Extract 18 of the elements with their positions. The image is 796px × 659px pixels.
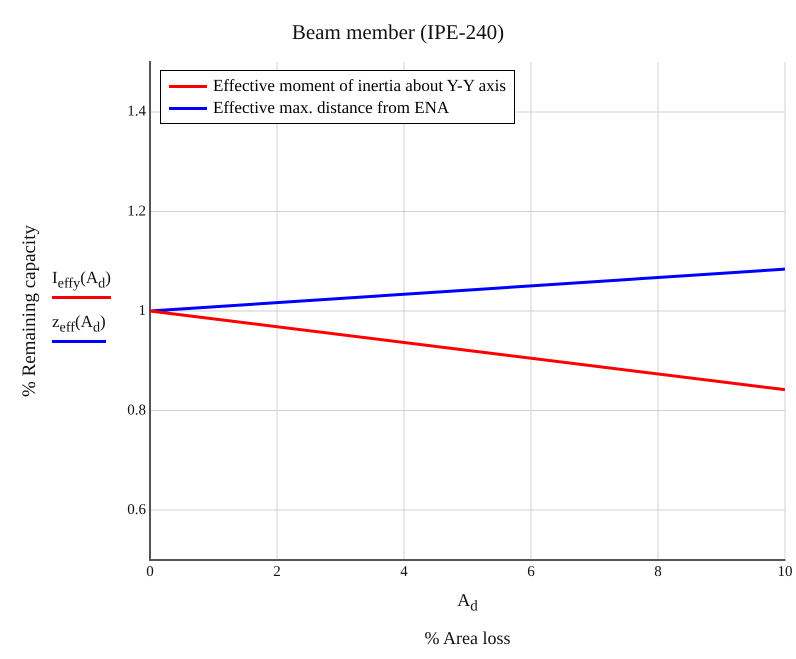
x-tick-label: 8 [654,564,662,580]
text: z$_{eff}$(A$_{d}$) [52,312,106,344]
y-tick-label: 0.6 [127,502,146,518]
x-axis-title: A$_{d}$ % Area loss [424,590,512,649]
x-tick-label: 0 [146,564,154,580]
y-tick-label: 1.2 [127,203,146,220]
chart-title: Beam member (IPE-240) [290,20,506,45]
legend-label: Effective max. distance from ENA [213,98,450,118]
y-tick-label: 0.8 [127,402,146,419]
y-tick-label: 1.4 [127,104,146,120]
x-tick-label: 2 [273,564,281,580]
y-axis-title: % Remaining capacity [19,225,41,397]
legend-label: Effective moment of inertia about Y-Y axis [213,76,506,96]
x-tick-label: 4 [400,564,408,580]
x-tick-label: 10 [778,564,792,580]
y-tick-label: 1 [138,302,146,319]
x-tick-label: 6 [527,564,536,580]
text: I$_{effy}$(A$_{d}$) [52,268,111,300]
